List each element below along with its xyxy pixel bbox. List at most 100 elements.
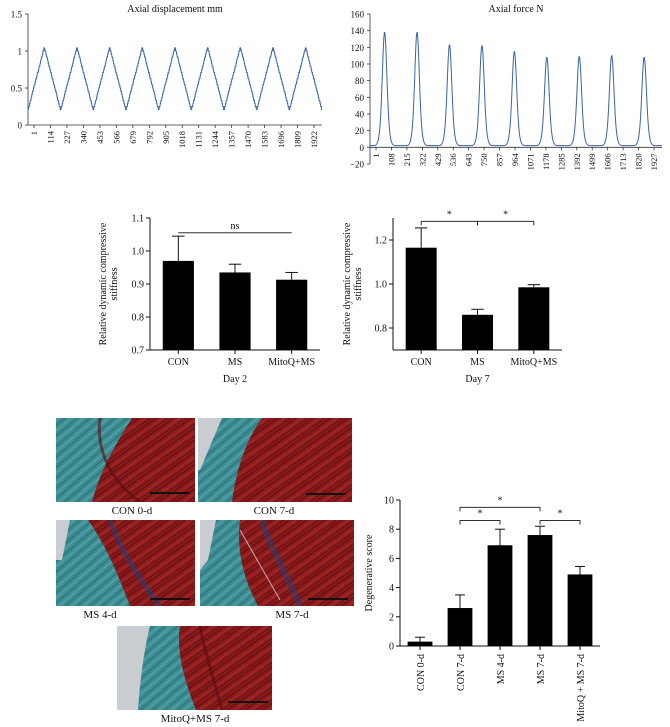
- chart-title: Axial force N: [489, 4, 544, 15]
- y-tick-label: 0: [360, 143, 365, 153]
- x-tick-label: 1583: [260, 131, 270, 148]
- series-line: [27, 47, 323, 111]
- x-tick-label: 1285: [556, 153, 566, 170]
- histology-label-con-0d: CON 0-d: [112, 505, 153, 517]
- series-line: [370, 32, 662, 147]
- bar: [447, 608, 473, 646]
- x-axis-label: Day 7: [465, 374, 489, 385]
- x-tick-label: 750: [479, 153, 489, 166]
- x-tick-label: 1820: [634, 153, 644, 170]
- x-tick-label: 792: [144, 131, 154, 144]
- y-tick-label: 1.2: [375, 236, 388, 247]
- x-tick-label: 453: [95, 131, 105, 144]
- y-tick-label: 1: [18, 47, 23, 57]
- histology-label-con-7d: CON 7-d: [254, 505, 295, 517]
- x-tick-label: 857: [495, 153, 505, 166]
- x-tick-label: 1357: [227, 131, 237, 148]
- x-tick-label: CON: [168, 357, 189, 368]
- x-tick-label: 1071: [525, 153, 535, 170]
- y-axis-label: stiffness: [353, 267, 364, 300]
- bar: [405, 247, 437, 350]
- y-axis-label: Relative dynamic compressive: [342, 222, 353, 345]
- x-tick-label: 340: [78, 131, 88, 144]
- x-tick-label: 1713: [618, 153, 628, 170]
- x-tick-label: 643: [464, 153, 474, 166]
- y-tick-label: 160: [351, 10, 365, 20]
- x-tick-label: 905: [161, 131, 171, 144]
- x-tick-label: MS 4-d: [496, 654, 507, 684]
- x-tick-label: MitoQ + MS 7-d: [576, 654, 587, 722]
- x-tick-label: 1470: [243, 131, 253, 148]
- y-axis-label: stiffness: [109, 267, 120, 300]
- y-axis-label: Relative dynamic compressive: [98, 222, 109, 345]
- y-tick-label: 1.5: [11, 10, 23, 20]
- x-axis-label: Day 2: [223, 374, 247, 385]
- histology-image-ms-7d: [200, 520, 354, 606]
- y-tick-label: 2: [389, 612, 394, 623]
- x-tick-label: 1499: [587, 153, 597, 170]
- y-tick-label: 0.7: [132, 346, 145, 357]
- x-tick-label: MS: [470, 357, 484, 368]
- x-tick-label: MS 7-d: [536, 654, 547, 684]
- y-tick-label: 10: [384, 496, 394, 507]
- y-tick-label: 0.8: [375, 324, 388, 335]
- bar: [162, 260, 194, 350]
- x-tick-label: 1927: [649, 153, 659, 170]
- x-tick-label: MS: [228, 357, 242, 368]
- y-tick-label: 100: [351, 60, 365, 70]
- histology-image-mitoq-ms-7d: [117, 626, 272, 710]
- stiffness-day2-chart: 0.7 0.8 0.9 1.0 1.1 CON MS MitoQ+MS ns Day 2 Relat…: [98, 214, 320, 385]
- x-tick-label: 1606: [603, 153, 613, 170]
- bar: [462, 314, 493, 350]
- significance-label: *: [498, 495, 503, 506]
- x-tick-label: 1696: [276, 131, 286, 148]
- y-tick-label: 20: [355, 126, 365, 136]
- x-tick-label: 429: [433, 153, 443, 166]
- bar: [518, 287, 550, 350]
- significance-label: *: [558, 508, 563, 519]
- y-tick-label: 140: [351, 26, 365, 36]
- histology-image-ms-4d: [56, 520, 195, 606]
- significance-label: ns: [231, 221, 240, 232]
- x-tick-label: 1244: [210, 130, 220, 148]
- y-tick-label: 1.1: [132, 214, 145, 225]
- y-tick-label: 0.9: [132, 280, 145, 291]
- histology-image-con-0d: [56, 418, 195, 502]
- x-tick-label: 1922: [309, 131, 319, 148]
- bar: [487, 545, 513, 646]
- y-tick-label: 120: [351, 43, 365, 53]
- x-tick-label: 1392: [572, 153, 582, 170]
- chart-title: Axial displacement mm: [127, 4, 223, 15]
- y-tick-label: 0: [18, 121, 23, 131]
- y-tick-label: 40: [355, 110, 365, 120]
- x-tick-label: CON: [411, 357, 432, 368]
- bar: [407, 641, 433, 646]
- x-tick-label: 1178: [541, 153, 551, 170]
- histology-label-ms-4d: MS 4-d: [83, 609, 117, 621]
- x-tick-label: CON 0-d: [416, 654, 427, 691]
- x-tick-label: 227: [62, 131, 72, 144]
- x-tick-label: MitoQ+MS: [268, 357, 315, 368]
- x-tick-label: 679: [128, 131, 138, 144]
- x-tick-label: CON 7-d: [456, 654, 467, 691]
- y-tick-label: 0.8: [132, 313, 145, 324]
- histology-image-con-7d: [198, 418, 352, 502]
- degenerative-score-chart: 0 2 4 6 8 10 CON 0-d CON 7-d MS 4-d MS 7-d MitoQ +…: [364, 495, 600, 722]
- y-axis-label: Degenerative score: [364, 534, 375, 611]
- x-tick-label: 114: [45, 130, 55, 143]
- x-tick-label: 1809: [293, 131, 303, 148]
- histology-label-mitoq-ms-7d: MitoQ+MS 7-d: [161, 713, 230, 725]
- bar: [219, 272, 251, 350]
- x-tick-label: 1131: [194, 131, 204, 148]
- x-tick-label: MitoQ+MS: [510, 357, 557, 368]
- y-tick-label: 1.0: [375, 280, 388, 291]
- y-tick-label: 0.5: [11, 84, 23, 94]
- x-tick-label: 322: [417, 153, 427, 166]
- x-tick-label: 108: [386, 153, 396, 166]
- bar: [567, 574, 593, 646]
- x-tick-label: 1: [29, 131, 39, 135]
- x-tick-label: 215: [402, 153, 412, 166]
- y-tick-label: 1.0: [132, 247, 145, 258]
- axial-force-chart: Axial force N −20 0 20 40 60 80 100 120 140 160 1 10…: [350, 4, 662, 170]
